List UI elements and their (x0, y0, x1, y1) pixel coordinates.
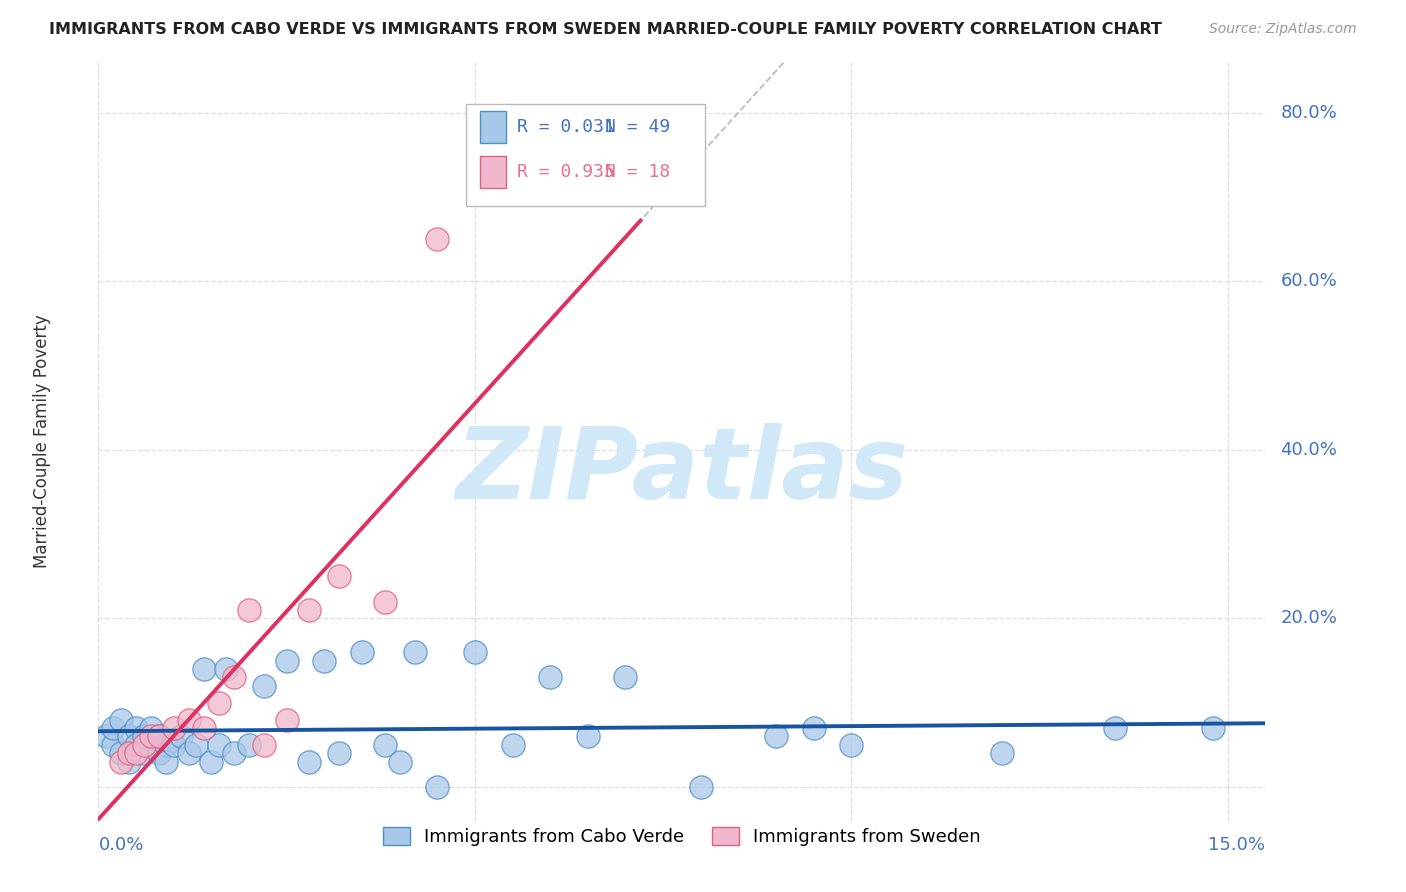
Text: 15.0%: 15.0% (1208, 836, 1265, 854)
Point (276, 654, 298, 668)
Point (373, 738, 395, 752)
Point (110, 713, 132, 727)
Point (193, 721, 215, 735)
Text: Source: ZipAtlas.com: Source: ZipAtlas.com (1209, 22, 1357, 37)
Point (132, 730, 155, 744)
Point (991, 746, 1014, 760)
Point (132, 746, 155, 760)
Point (314, 654, 336, 668)
Point (803, 721, 825, 735)
Point (110, 755, 132, 769)
Point (139, 730, 162, 744)
Point (426, 232, 449, 246)
Point (839, 738, 862, 752)
Point (170, 730, 193, 744)
Point (215, 662, 238, 676)
Text: 60.0%: 60.0% (1281, 272, 1337, 291)
Point (238, 738, 260, 752)
Point (538, 670, 561, 684)
Text: Married-Couple Family Poverty: Married-Couple Family Poverty (34, 315, 52, 568)
Text: N = 49: N = 49 (605, 118, 671, 136)
Point (222, 746, 245, 760)
Point (222, 670, 245, 684)
Point (350, 645, 373, 659)
Text: 40.0%: 40.0% (1281, 441, 1337, 459)
Point (94, 730, 117, 744)
Point (328, 746, 350, 760)
Point (328, 569, 350, 583)
Point (208, 696, 231, 710)
Point (373, 594, 395, 608)
Point (186, 738, 208, 752)
Point (163, 738, 186, 752)
Point (1104, 721, 1126, 735)
Point (1202, 721, 1225, 735)
Point (163, 721, 186, 735)
Point (238, 603, 260, 617)
Point (148, 730, 170, 744)
Point (464, 645, 486, 659)
Text: 80.0%: 80.0% (1281, 104, 1337, 122)
Point (426, 780, 449, 794)
Point (155, 738, 177, 752)
Point (125, 746, 148, 760)
Text: R = 0.031: R = 0.031 (517, 118, 616, 136)
Point (132, 738, 155, 752)
Text: 20.0%: 20.0% (1281, 609, 1337, 627)
Point (193, 662, 215, 676)
Bar (479, 111, 506, 143)
Point (298, 603, 321, 617)
Text: IMMIGRANTS FROM CABO VERDE VS IMMIGRANTS FROM SWEDEN MARRIED-COUPLE FAMILY POVER: IMMIGRANTS FROM CABO VERDE VS IMMIGRANTS… (49, 22, 1163, 37)
Point (125, 738, 148, 752)
Point (298, 755, 321, 769)
Point (117, 746, 139, 760)
Point (139, 721, 162, 735)
Point (117, 730, 139, 744)
Point (502, 738, 524, 752)
Point (253, 738, 276, 752)
Point (200, 755, 222, 769)
Text: ZIPatlas: ZIPatlas (456, 424, 908, 520)
Point (253, 679, 276, 693)
Point (117, 755, 139, 769)
Point (125, 721, 148, 735)
Point (177, 746, 200, 760)
Legend: Immigrants from Cabo Verde, Immigrants from Sweden: Immigrants from Cabo Verde, Immigrants f… (375, 820, 988, 854)
Point (404, 645, 426, 659)
Text: 0.0%: 0.0% (98, 836, 143, 854)
Point (139, 738, 162, 752)
Point (103, 721, 125, 735)
Point (765, 730, 787, 744)
Point (148, 746, 170, 760)
Point (155, 755, 177, 769)
Point (103, 738, 125, 752)
Point (276, 713, 298, 727)
Point (208, 738, 231, 752)
Bar (465, 104, 706, 207)
Bar (479, 156, 506, 188)
Text: R = 0.935: R = 0.935 (517, 163, 616, 181)
Point (177, 713, 200, 727)
Text: N = 18: N = 18 (605, 163, 671, 181)
Point (148, 730, 170, 744)
Point (110, 746, 132, 760)
Point (388, 755, 411, 769)
Point (614, 670, 637, 684)
Point (689, 780, 711, 794)
Point (576, 730, 599, 744)
